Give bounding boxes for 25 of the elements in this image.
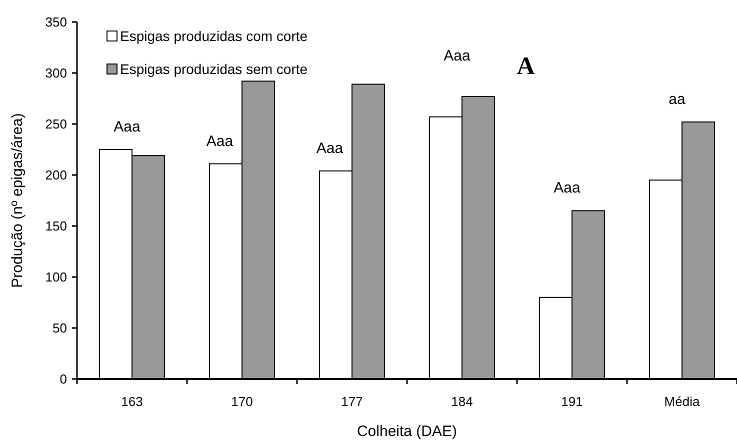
y-tick-label: 100 [45,270,67,285]
annotation: Aaa [554,180,581,197]
y-tick-label: 350 [45,14,67,30]
legend-label: Espigas produzidas sem corte [120,60,308,77]
annotation: Aaa [316,140,344,157]
x-tick-label: 191 [561,394,583,409]
y-tick-label: 200 [45,168,67,183]
text: A [516,53,535,80]
y-axis-title: Produção (nº epigas/área) [9,113,26,288]
x-tick-label: 170 [231,394,253,409]
x-tick-label: 184 [451,394,473,409]
y-tick-label: 150 [45,218,67,234]
x-tick-label: 177 [341,394,363,409]
annotation: Aaa [114,118,141,136]
x-tick-label: 163 [121,394,143,409]
annotation: aa [668,90,686,108]
annotation: Aaa [444,47,471,64]
y-tick-label: 250 [45,116,67,132]
x-tick-label: Média [664,394,700,409]
x-axis-title: Colheita (DAE) [356,423,458,440]
legend-label: Espigas produzidas com corte [120,28,308,44]
y-tick-label: 50 [52,320,67,336]
y-tick-label: 0 [60,372,67,387]
annotation: Aaa [206,132,234,150]
y-tick-label: 300 [45,66,67,81]
